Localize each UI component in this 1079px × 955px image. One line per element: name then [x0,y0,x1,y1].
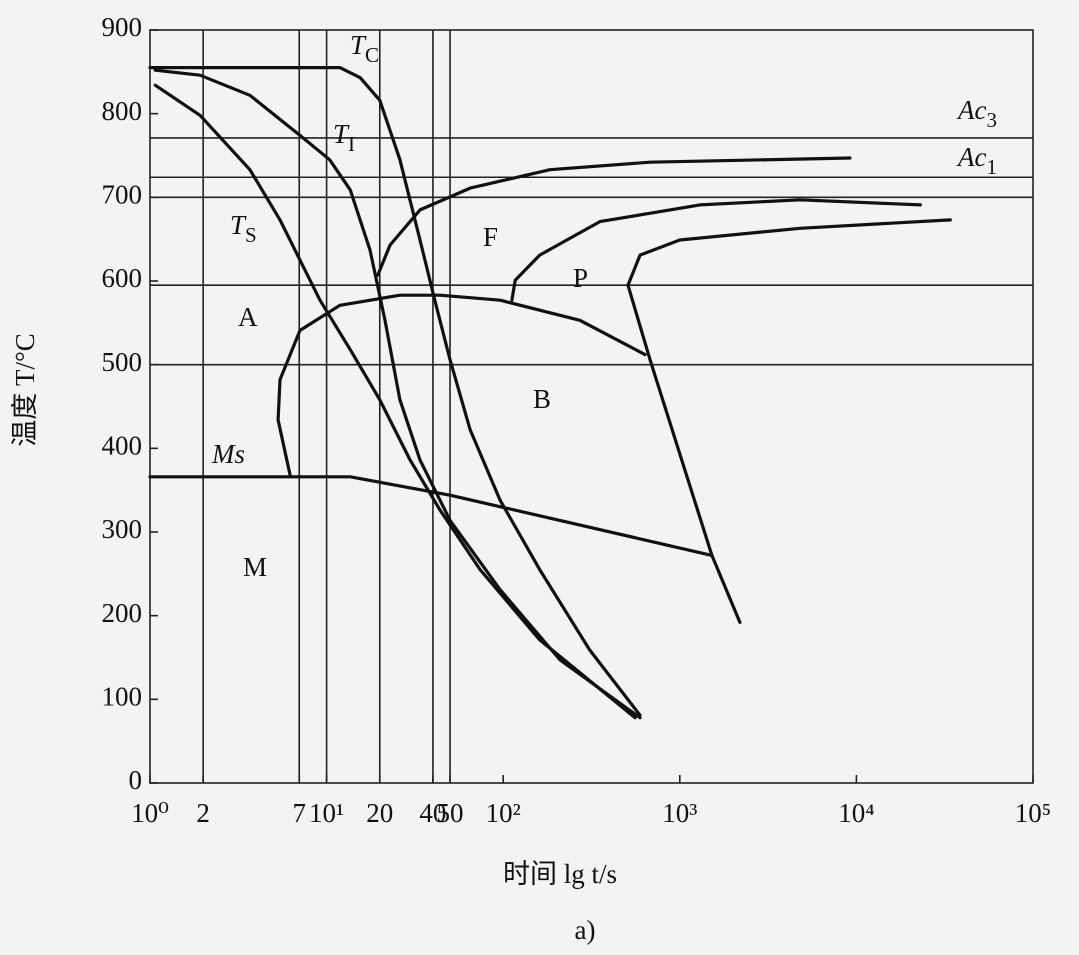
curve [153,83,637,720]
annotation-text: B [533,384,551,414]
annotation-text: F [483,222,498,252]
y-tick-label: 700 [102,180,143,210]
x-tick-label: 7 [292,798,306,828]
annotation: B [533,384,551,414]
x-tick-label: 10³ [662,798,697,828]
x-tick-label: 10⁰ [131,798,169,828]
y-tick-label: 800 [102,96,143,126]
x-tick-label: 40 [419,798,446,828]
x-tick-label: 2 [196,798,210,828]
x-tick-label: 50 [437,798,464,828]
annotation-subscript: 3 [986,108,997,132]
annotation-text: Ms [211,439,245,469]
curve [626,218,952,287]
curve [510,198,922,302]
y-tick-label: 0 [129,765,143,795]
annotation: Ms [211,439,245,469]
annotation-text: T [230,210,247,240]
curve [148,475,714,558]
curve [626,283,742,625]
annotation-subscript: I [348,132,355,156]
x-tick-label: 10⁵ [1015,798,1051,828]
annotation-text: P [573,263,588,293]
y-tick-label: 400 [102,431,143,461]
annotation-text: T [350,30,367,60]
annotation: F [483,222,498,252]
annotation: Ac3 [956,95,997,132]
annotation: TC [350,30,379,67]
annotation: P [573,263,588,293]
y-axis-label: 温度 T/°C [10,333,40,447]
x-axis-label: 时间 lg t/s [503,859,617,889]
annotation: A [238,302,258,332]
x-tick-label: 10⁴ [838,798,874,828]
annotation-subscript: S [245,223,257,247]
plot-frame [149,29,1034,784]
annotation: M [243,552,267,582]
annotation-text: M [243,552,267,582]
annotation-text: A [238,302,258,332]
x-tick-label: 10¹ [309,798,344,828]
annotation-text: Ac [956,95,986,125]
y-tick-label: 500 [102,347,143,377]
annotation-text: T [333,119,350,149]
annotation: TI [333,119,355,156]
curve [148,65,642,717]
y-tick-label: 600 [102,263,143,293]
x-tick-label: 20 [366,798,393,828]
curve [376,156,852,277]
y-tick-label: 300 [102,514,143,544]
y-tick-label: 200 [102,598,143,628]
curve [276,293,647,477]
annotation: Ac1 [956,142,997,179]
caption: a) [575,915,596,945]
annotation-text: Ac [956,142,986,172]
y-tick-label: 100 [102,682,143,712]
annotation-subscript: 1 [986,155,997,179]
annotation-subscript: C [365,43,379,67]
x-tick-label: 10² [486,798,521,828]
annotation: TS [230,210,257,247]
curve [153,68,642,720]
y-tick-label: 900 [102,12,143,42]
